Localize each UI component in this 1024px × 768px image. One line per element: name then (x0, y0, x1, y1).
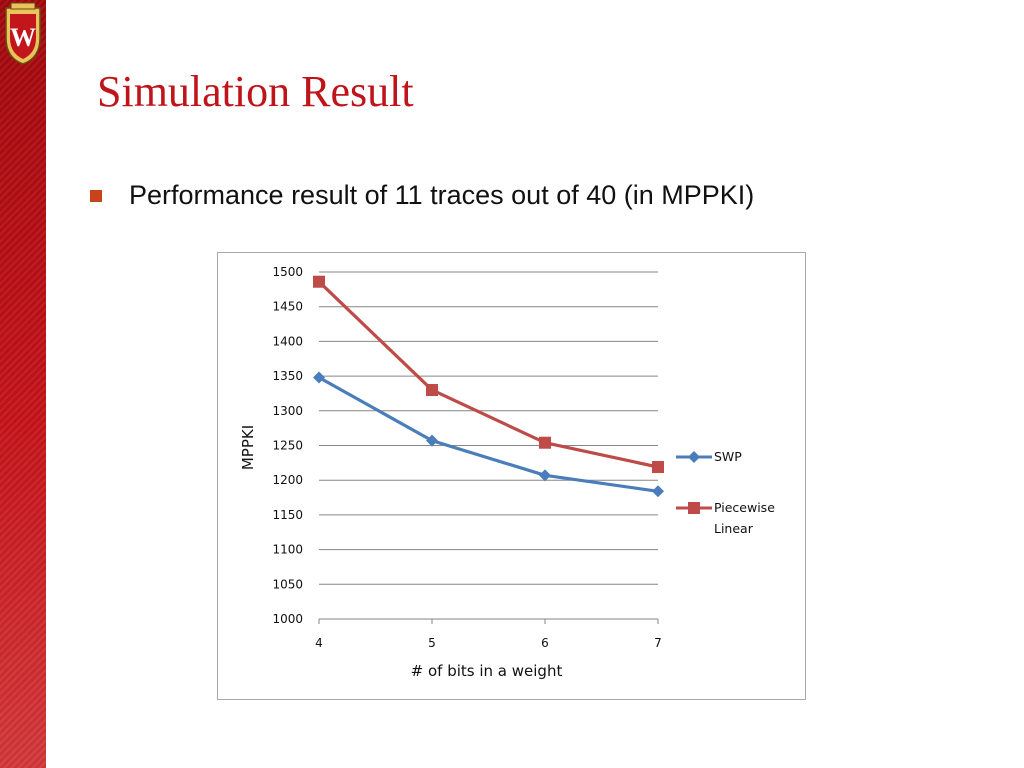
x-tick-label: 7 (654, 636, 662, 650)
data-point (426, 434, 438, 447)
series-line-1 (318, 376, 659, 493)
x-tick-label: 4 (315, 636, 323, 650)
y-tick-label: 1350 (272, 369, 303, 383)
data-point (652, 461, 664, 474)
bullet-marker (90, 189, 102, 202)
line-chart: 1000 1050 1100 1150 1200 1250 1300 1350 1400 1450… (239, 265, 775, 680)
chart-frame: 1000 1050 1100 1150 1200 1250 1300 1350 1400 1450… (217, 252, 806, 700)
legend-label: Piecewise (714, 500, 775, 515)
y-tick-label: 1000 (272, 612, 303, 626)
data-point (652, 485, 664, 498)
legend-swatch-marker (688, 502, 700, 514)
x-tick-label: 5 (428, 636, 436, 650)
y-axis-title: MPPKI (239, 425, 257, 470)
bullet-text: Performance result of 11 traces out of 4… (129, 180, 755, 210)
uw-crest-icon: W (5, 2, 41, 65)
legend-label: SWP (714, 449, 742, 464)
y-tick-label: 1050 (272, 577, 303, 591)
y-tick-label: 1450 (272, 300, 303, 314)
sidebar-band: W (0, 0, 46, 768)
y-tick-label: 1400 (272, 334, 303, 348)
y-tick-label: 1300 (272, 404, 303, 418)
data-point (539, 436, 551, 449)
data-point (313, 371, 325, 384)
y-tick-label: 1150 (272, 508, 303, 522)
y-tick-label: 1100 (272, 543, 303, 557)
legend-label: Linear (714, 521, 754, 536)
bullet-item: Performance result of 11 traces out of 4… (90, 180, 754, 211)
data-point (426, 383, 438, 396)
x-axis-title: # of bits in a weight (411, 662, 563, 680)
legend-swatch-marker (688, 451, 700, 463)
svg-text:W: W (10, 23, 36, 52)
series-line-2 (317, 280, 659, 469)
y-tick-label: 1250 (272, 439, 303, 453)
data-point (539, 469, 551, 482)
y-tick-label: 1200 (272, 473, 303, 487)
data-point (313, 275, 325, 288)
x-tick-label: 6 (541, 636, 549, 650)
y-tick-label: 1500 (272, 265, 303, 279)
slide-title: Simulation Result (97, 67, 414, 116)
